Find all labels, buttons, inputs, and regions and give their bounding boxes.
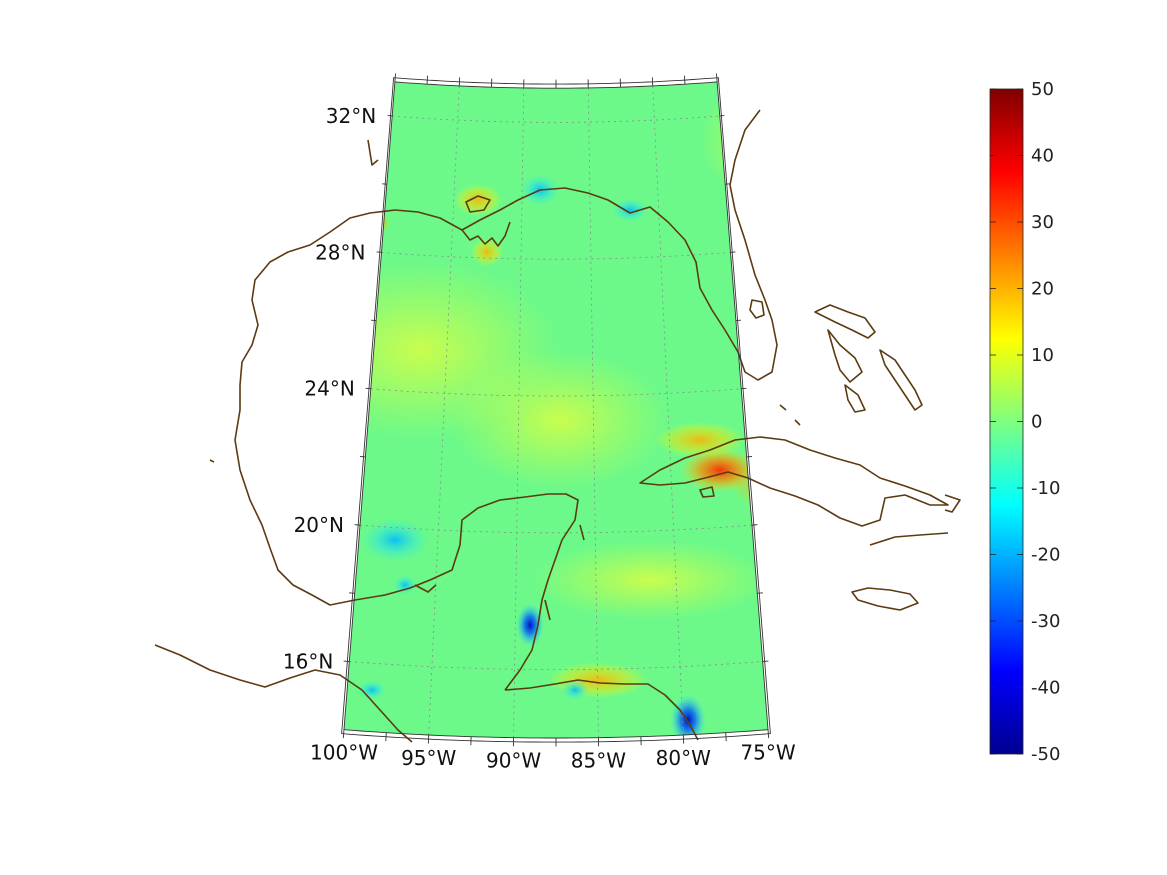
colorbar-label-40: 40	[1031, 146, 1054, 167]
graticule-line	[381, 252, 731, 260]
lon-label-75w: 75°W	[740, 741, 795, 765]
frame-tick	[342, 729, 345, 739]
frame-tick	[426, 75, 429, 85]
frame-tick	[716, 73, 718, 82]
lat-label-24n: 24°N	[304, 377, 354, 401]
lon-label-90w: 90°W	[486, 749, 541, 773]
coastline-hispaniola	[869, 494, 961, 546]
lon-label-85w: 85°W	[571, 749, 626, 773]
frame-tick	[385, 732, 387, 742]
colorbar-label-minus-10: -10	[1031, 478, 1060, 499]
graticule-line	[513, 87, 525, 738]
frame-tick	[767, 729, 770, 739]
lon-label-80w: 80°W	[656, 746, 711, 770]
colorbar-label-10: 10	[1031, 345, 1054, 366]
lon-label-100w: 100°W	[310, 741, 378, 765]
colorbar-tick-labels: 50 40 30 20 10 0 -10 -20 -30 -40 -50	[1031, 79, 1060, 765]
graticule-line	[392, 115, 720, 123]
coastline-pacific	[154, 644, 413, 743]
coastline-lake	[749, 299, 765, 319]
frame-tick	[394, 73, 396, 82]
coastline-islands	[209, 139, 801, 661]
lat-label-20n: 20°N	[294, 513, 344, 537]
colorbar-label-30: 30	[1031, 212, 1054, 233]
colorbar-label-minus-40: -40	[1031, 678, 1060, 699]
colorbar: 50 40 30 20 10 0 -10 -20 -30 -40 -50	[989, 79, 1060, 765]
colorbar-label-0: 0	[1031, 412, 1042, 433]
graticule-line	[428, 85, 460, 736]
graticule-line	[652, 85, 684, 736]
frame-tick	[725, 732, 727, 742]
coastline-central-america	[504, 679, 699, 741]
map-panel: 32°N 28°N 24°N 20°N 16°N 100°W 95°W 90°W…	[154, 73, 961, 773]
colorbar-ticks	[990, 88, 1023, 755]
longitude-labels: 100°W 95°W 90°W 85°W 80°W 75°W	[310, 741, 796, 773]
coastline-jamaica	[851, 587, 919, 611]
coastline-bahamas	[814, 304, 923, 413]
colorbar-label-50: 50	[1031, 79, 1054, 100]
map-frame	[341, 77, 771, 743]
graticule-line	[370, 388, 742, 397]
frame-ticks	[342, 73, 770, 747]
coastline-cuba	[639, 436, 949, 527]
coastline-isla-juventud	[699, 486, 715, 498]
latitude-labels: 32°N 28°N 24°N 20°N 16°N	[283, 104, 376, 674]
graticule-line	[587, 87, 599, 738]
colorbar-label-minus-20: -20	[1031, 545, 1060, 566]
lon-label-95w: 95°W	[401, 746, 456, 770]
lat-label-16n: 16°N	[283, 650, 333, 674]
colorbar-label-minus-50: -50	[1031, 744, 1060, 765]
coastline-delta	[461, 195, 511, 247]
graticule-lines	[349, 85, 763, 738]
colorbar-label-20: 20	[1031, 279, 1054, 300]
lat-label-32n: 32°N	[326, 104, 376, 128]
lat-label-28n: 28°N	[315, 240, 365, 264]
colorbar-label-minus-30: -30	[1031, 611, 1060, 632]
frame-tick	[683, 75, 686, 85]
